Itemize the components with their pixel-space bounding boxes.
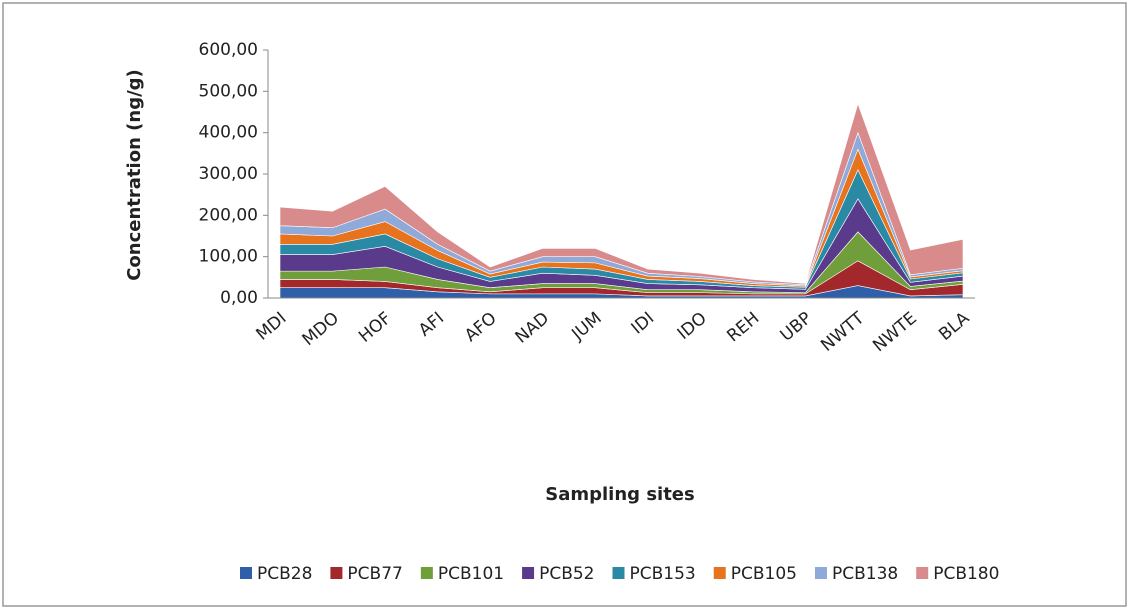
legend-label: PCB138 bbox=[832, 564, 898, 584]
legend-swatch bbox=[713, 567, 726, 579]
legend-swatch bbox=[916, 567, 929, 579]
y-tick-label: 600,00 bbox=[199, 40, 258, 60]
x-axis-label: Sampling sites bbox=[545, 484, 694, 505]
legend-swatch bbox=[814, 567, 827, 579]
y-tick-label: 0,00 bbox=[220, 288, 258, 308]
legend-swatch bbox=[240, 567, 252, 579]
legend-swatch bbox=[612, 567, 625, 579]
y-axis-label: Concentration (ng/g) bbox=[124, 69, 145, 281]
y-tick-label: 100,00 bbox=[199, 247, 258, 267]
y-tick-label: 400,00 bbox=[199, 123, 258, 143]
legend-label: PCB101 bbox=[438, 564, 504, 584]
legend-label: PCB77 bbox=[347, 564, 402, 584]
legend-swatch bbox=[522, 567, 535, 579]
legend-label: PCB52 bbox=[539, 564, 594, 584]
legend-label: PCB105 bbox=[731, 564, 797, 584]
y-tick-label: 300,00 bbox=[199, 164, 258, 184]
legend-swatch bbox=[330, 567, 343, 579]
y-tick-label: 500,00 bbox=[199, 81, 258, 101]
area bbox=[279, 102, 964, 286]
legend-swatch bbox=[420, 567, 433, 579]
legend-label: PCB180 bbox=[933, 564, 999, 584]
y-tick-label: 200,00 bbox=[199, 205, 258, 225]
legend-label: PCB153 bbox=[630, 564, 696, 584]
legend-label: PCB28 bbox=[257, 564, 312, 584]
